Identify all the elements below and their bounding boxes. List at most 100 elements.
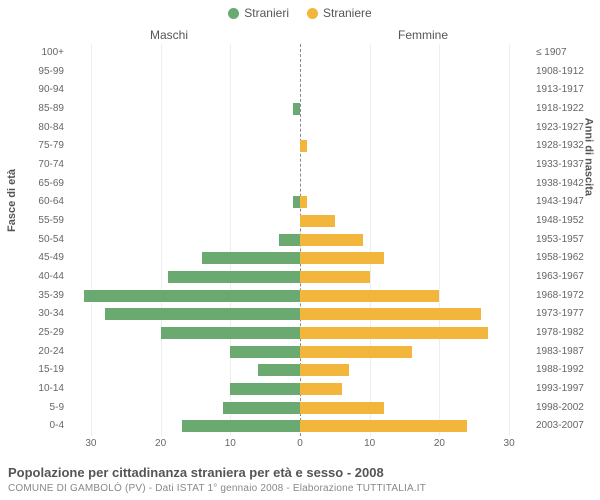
bar-female [300, 402, 384, 414]
age-row: 80-841923-1927 [70, 119, 530, 138]
bar-female [300, 196, 307, 208]
age-row: 10-141993-1997 [70, 380, 530, 399]
age-label: 55-59 [4, 215, 64, 226]
birth-label: 1913-1917 [536, 84, 600, 95]
age-row: 40-441963-1967 [70, 268, 530, 287]
birth-label: 1968-1972 [536, 290, 600, 301]
birth-label: 1953-1957 [536, 234, 600, 245]
x-tick: 20 [155, 438, 166, 449]
age-label: 35-39 [4, 290, 64, 301]
age-row: 50-541953-1957 [70, 231, 530, 250]
age-label: 5-9 [4, 402, 64, 413]
bar-female [300, 308, 481, 320]
bar-male [258, 364, 300, 376]
age-label: 95-99 [4, 66, 64, 77]
age-label: 45-49 [4, 252, 64, 263]
header-male: Maschi [150, 28, 188, 42]
age-label: 15-19 [4, 364, 64, 375]
x-tick: 10 [364, 438, 375, 449]
bar-male [168, 271, 300, 283]
age-label: 0-4 [4, 420, 64, 431]
age-label: 90-94 [4, 84, 64, 95]
bar-male [230, 346, 300, 358]
birth-label: 1978-1982 [536, 327, 600, 338]
birth-label: 1943-1947 [536, 196, 600, 207]
bar-male [223, 402, 300, 414]
bar-female [300, 271, 370, 283]
bar-female [300, 420, 467, 432]
birth-label: 1983-1987 [536, 346, 600, 357]
birth-label: 1923-1927 [536, 122, 600, 133]
age-row: 70-741933-1937 [70, 156, 530, 175]
bar-male [105, 308, 300, 320]
bar-female [300, 140, 307, 152]
swatch-female [307, 8, 318, 19]
birth-label: 1958-1962 [536, 252, 600, 263]
age-row: 30-341973-1977 [70, 305, 530, 324]
age-label: 75-79 [4, 140, 64, 151]
age-label: 65-69 [4, 178, 64, 189]
age-label: 80-84 [4, 122, 64, 133]
bar-male [230, 383, 300, 395]
x-tick: 10 [225, 438, 236, 449]
age-label: 100+ [4, 47, 64, 58]
birth-label: 1938-1942 [536, 178, 600, 189]
age-row: 100+≤ 1907 [70, 44, 530, 63]
age-row: 65-691938-1942 [70, 175, 530, 194]
bar-female [300, 290, 439, 302]
header-female: Femmine [398, 28, 448, 42]
caption-title: Popolazione per cittadinanza straniera p… [8, 465, 384, 480]
birth-label: 1998-2002 [536, 402, 600, 413]
age-label: 10-14 [4, 383, 64, 394]
legend-male: Stranieri [228, 6, 289, 20]
bar-male [293, 103, 300, 115]
legend-male-label: Stranieri [244, 6, 289, 20]
age-row: 35-391968-1972 [70, 287, 530, 306]
birth-label: 1908-1912 [536, 66, 600, 77]
age-row: 20-241983-1987 [70, 343, 530, 362]
birth-label: 2003-2007 [536, 420, 600, 431]
x-tick: 20 [434, 438, 445, 449]
birth-label: 1948-1952 [536, 215, 600, 226]
bar-female [300, 234, 363, 246]
age-row: 5-91998-2002 [70, 399, 530, 418]
bar-female [300, 215, 335, 227]
birth-label: ≤ 1907 [536, 47, 600, 58]
age-row: 45-491958-1962 [70, 249, 530, 268]
x-axis: 3020100102030 [70, 438, 530, 454]
legend-female: Straniere [307, 6, 372, 20]
age-row: 25-291978-1982 [70, 324, 530, 343]
x-tick: 0 [297, 438, 303, 449]
age-row: 90-941913-1917 [70, 81, 530, 100]
age-row: 0-42003-2007 [70, 417, 530, 436]
bar-female [300, 364, 349, 376]
bar-male [293, 196, 300, 208]
age-label: 85-89 [4, 103, 64, 114]
age-row: 15-191988-1992 [70, 361, 530, 380]
plot-area: 100+≤ 190795-991908-191290-941913-191785… [70, 44, 530, 436]
caption-sub: COMUNE DI GAMBOLÒ (PV) - Dati ISTAT 1° g… [8, 483, 426, 494]
age-label: 40-44 [4, 271, 64, 282]
bar-male [161, 327, 300, 339]
age-row: 75-791928-1932 [70, 137, 530, 156]
legend: Stranieri Straniere [0, 0, 600, 20]
birth-label: 1988-1992 [536, 364, 600, 375]
pyramid-chart: Stranieri Straniere Maschi Femmine Fasce… [0, 0, 600, 500]
age-label: 20-24 [4, 346, 64, 357]
age-row: 55-591948-1952 [70, 212, 530, 231]
birth-label: 1918-1922 [536, 103, 600, 114]
birth-label: 1963-1967 [536, 271, 600, 282]
swatch-male [228, 8, 239, 19]
birth-label: 1973-1977 [536, 308, 600, 319]
bar-female [300, 252, 384, 264]
legend-female-label: Straniere [323, 6, 372, 20]
x-tick: 30 [504, 438, 515, 449]
age-label: 25-29 [4, 327, 64, 338]
birth-label: 1933-1937 [536, 159, 600, 170]
bar-male [279, 234, 300, 246]
bar-female [300, 383, 342, 395]
bar-female [300, 346, 412, 358]
birth-label: 1928-1932 [536, 140, 600, 151]
age-row: 85-891918-1922 [70, 100, 530, 119]
age-label: 50-54 [4, 234, 64, 245]
